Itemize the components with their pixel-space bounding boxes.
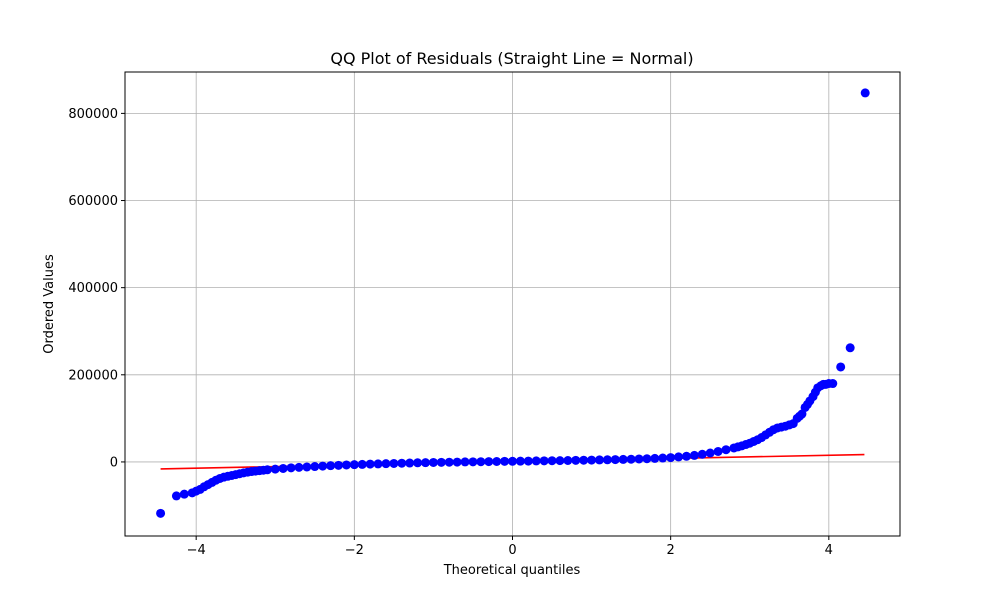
data-point (594, 455, 604, 465)
data-point (302, 462, 312, 472)
x-tick-label: 0 (508, 543, 516, 558)
data-point (452, 457, 462, 467)
data-point (634, 454, 644, 464)
data-points (156, 88, 870, 518)
data-point (357, 459, 367, 469)
y-tick-label: 0 (110, 455, 118, 470)
x-axis-ticks: −4 −2 0 2 4 (187, 536, 833, 558)
chart-title: QQ Plot of Residuals (Straight Line = No… (330, 49, 693, 68)
data-point (294, 462, 304, 472)
data-point (326, 461, 336, 471)
data-point (523, 456, 533, 466)
data-point (626, 454, 636, 464)
data-point (397, 458, 407, 468)
y-tick-label: 200000 (68, 368, 118, 383)
data-point (681, 451, 691, 461)
data-point (666, 453, 676, 463)
data-point (389, 458, 399, 468)
data-point (270, 464, 280, 474)
data-point (500, 456, 510, 466)
data-point (845, 343, 855, 353)
data-point (571, 455, 581, 465)
y-tick-label: 600000 (68, 194, 118, 209)
x-tick-label: −2 (345, 543, 364, 558)
data-point (705, 448, 715, 458)
data-point (547, 456, 557, 466)
data-point (381, 459, 391, 469)
data-point (836, 362, 846, 372)
data-point (428, 457, 438, 467)
x-tick-label: −4 (187, 543, 206, 558)
x-axis-label: Theoretical quantiles (443, 563, 581, 578)
data-point (689, 450, 699, 460)
y-tick-label: 400000 (68, 281, 118, 296)
data-point (341, 460, 351, 470)
data-point (310, 462, 320, 472)
y-axis-label: Ordered Values (42, 254, 57, 354)
data-point (421, 458, 431, 468)
data-point (468, 457, 478, 467)
data-point (436, 457, 446, 467)
y-tick-label: 800000 (68, 107, 118, 122)
data-point (721, 445, 731, 455)
data-point (587, 455, 597, 465)
data-point (674, 452, 684, 462)
y-axis-ticks: 0 200000 400000 600000 800000 (68, 107, 125, 470)
data-point (171, 491, 181, 501)
data-point (460, 457, 470, 467)
data-point (563, 455, 573, 465)
data-point (484, 457, 494, 467)
x-tick-label: 2 (667, 543, 675, 558)
data-point (179, 489, 189, 499)
data-point (373, 459, 383, 469)
data-point (334, 460, 344, 470)
data-point (444, 457, 454, 467)
data-point (713, 446, 723, 456)
data-point (476, 457, 486, 467)
data-point (515, 456, 525, 466)
data-point (602, 455, 612, 465)
data-point (642, 454, 652, 464)
data-point (492, 456, 502, 466)
data-point (286, 463, 296, 473)
data-point (697, 449, 707, 459)
data-point (365, 459, 375, 469)
x-tick-label: 4 (825, 543, 833, 558)
data-point (658, 453, 668, 463)
data-point (650, 453, 660, 463)
data-point (531, 456, 541, 466)
data-point (610, 455, 620, 465)
data-point (405, 458, 415, 468)
data-point (828, 379, 838, 389)
data-point (579, 455, 589, 465)
data-point (349, 460, 359, 470)
data-point (860, 88, 870, 98)
data-point (278, 463, 288, 473)
data-point (618, 454, 628, 464)
data-point (555, 456, 565, 466)
data-point (508, 456, 517, 466)
data-point (539, 456, 549, 466)
data-point (262, 465, 272, 475)
data-point (318, 461, 328, 471)
data-point (413, 458, 423, 468)
data-point (156, 508, 166, 518)
